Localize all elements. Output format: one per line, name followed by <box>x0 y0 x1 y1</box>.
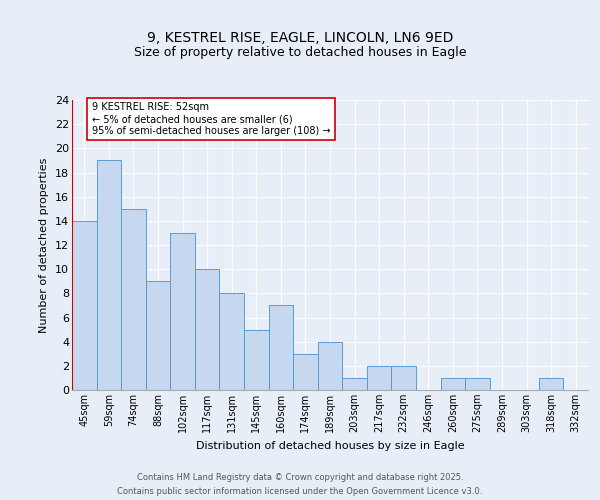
Bar <box>146 281 170 390</box>
X-axis label: Distribution of detached houses by size in Eagle: Distribution of detached houses by size … <box>196 440 464 450</box>
Bar <box>440 378 465 390</box>
Bar <box>195 269 220 390</box>
Bar <box>342 378 367 390</box>
Bar <box>293 354 318 390</box>
Text: Contains public sector information licensed under the Open Government Licence v3: Contains public sector information licen… <box>118 486 482 496</box>
Text: Size of property relative to detached houses in Eagle: Size of property relative to detached ho… <box>134 46 466 59</box>
Bar <box>318 342 342 390</box>
Text: 9, KESTREL RISE, EAGLE, LINCOLN, LN6 9ED: 9, KESTREL RISE, EAGLE, LINCOLN, LN6 9ED <box>147 30 453 44</box>
Text: Contains HM Land Registry data © Crown copyright and database right 2025.: Contains HM Land Registry data © Crown c… <box>137 473 463 482</box>
Bar <box>220 294 244 390</box>
Bar <box>391 366 416 390</box>
Bar <box>539 378 563 390</box>
Y-axis label: Number of detached properties: Number of detached properties <box>40 158 49 332</box>
Bar <box>72 221 97 390</box>
Bar <box>465 378 490 390</box>
Bar <box>121 209 146 390</box>
Bar <box>170 233 195 390</box>
Bar <box>97 160 121 390</box>
Bar <box>244 330 269 390</box>
Text: 9 KESTREL RISE: 52sqm
← 5% of detached houses are smaller (6)
95% of semi-detach: 9 KESTREL RISE: 52sqm ← 5% of detached h… <box>92 102 330 136</box>
Bar <box>367 366 391 390</box>
Bar <box>269 306 293 390</box>
